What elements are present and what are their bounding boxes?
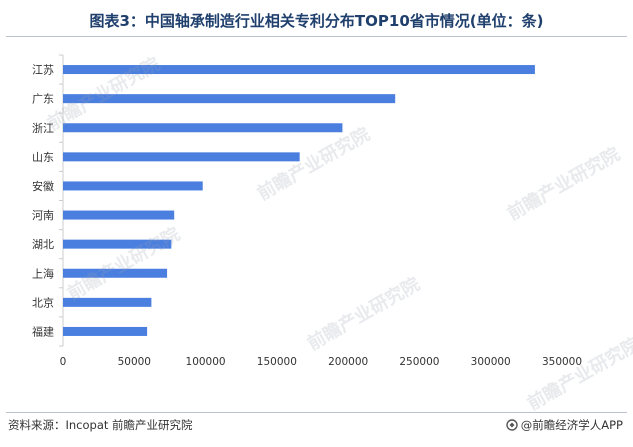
- bar: [63, 65, 535, 75]
- bar: [63, 268, 168, 278]
- x-tick-label: 0: [60, 356, 67, 368]
- x-tick-label: 50000: [118, 356, 151, 368]
- bar: [63, 123, 343, 133]
- x-tick-label: 250000: [399, 356, 439, 368]
- source-text: 资料来源：Incopat 前瞻产业研究院: [8, 418, 193, 432]
- bar: [63, 94, 396, 104]
- brand: @前瞻经济学人APP: [506, 417, 623, 433]
- category-label: 山东: [32, 151, 54, 164]
- x-tick-label: 300000: [471, 356, 511, 368]
- brand-logo-icon: [506, 419, 518, 431]
- category-label: 江苏: [32, 64, 54, 77]
- bar: [63, 326, 148, 336]
- chart-title: 图表3：中国轴承制造行业相关专利分布TOP10省市情况(单位：条): [89, 12, 544, 30]
- bar: [63, 239, 172, 249]
- brand-text: @前瞻经济学人APP: [520, 418, 623, 432]
- category-label: 河南: [32, 209, 54, 222]
- category-label: 北京: [32, 295, 54, 309]
- category-label: 福建: [32, 324, 54, 338]
- category-label: 浙江: [32, 122, 54, 135]
- x-tick-label: 150000: [257, 356, 297, 368]
- category-label: 湖北: [32, 238, 54, 251]
- x-tick-label: 100000: [186, 356, 226, 368]
- category-label: 上海: [32, 266, 54, 280]
- bar: [63, 210, 175, 220]
- category-label: 安徽: [32, 179, 54, 193]
- category-label: 广东: [32, 93, 54, 106]
- bar: [63, 152, 300, 162]
- footer-divider: [6, 412, 627, 413]
- footer: 资料来源：Incopat 前瞻产业研究院 @前瞻经济学人APP: [0, 414, 633, 434]
- bar: [63, 297, 152, 307]
- x-tick-label: 200000: [328, 356, 368, 368]
- bar: [63, 181, 203, 191]
- x-tick-label: 350000: [542, 356, 582, 368]
- title-divider: [6, 36, 627, 37]
